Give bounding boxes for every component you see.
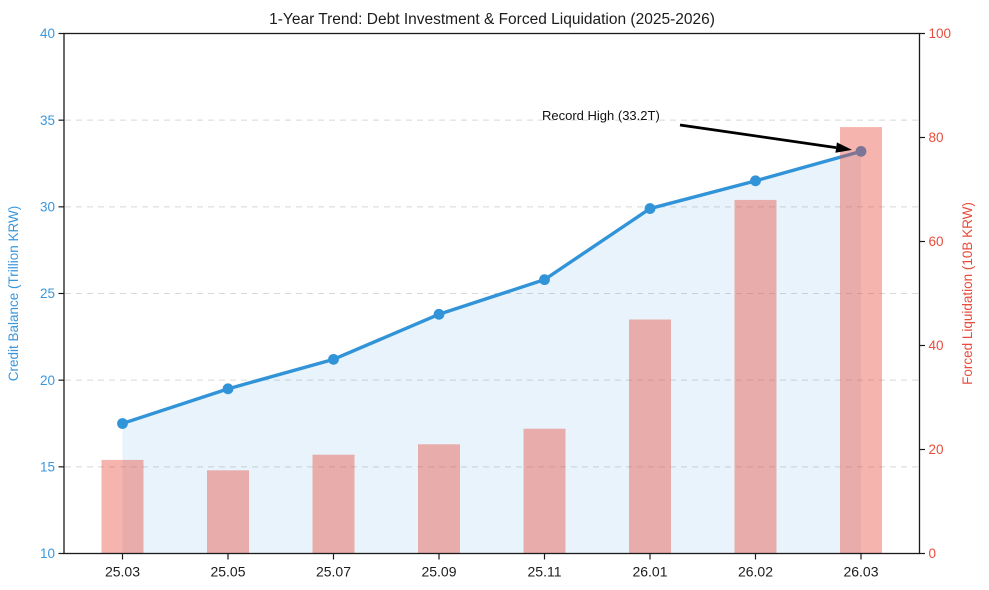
credit-balance-point bbox=[855, 145, 867, 157]
left-tick-label: 10 bbox=[40, 546, 55, 561]
right-tick-label: 0 bbox=[929, 546, 937, 561]
annotation-arrow bbox=[679, 123, 837, 149]
credit-balance-point bbox=[644, 203, 656, 214]
annotation-layer: Record High (33.2T) bbox=[542, 108, 852, 153]
x-tick-label: 25.05 bbox=[210, 564, 245, 580]
right-tick-label: 40 bbox=[929, 338, 944, 353]
credit-balance-point bbox=[433, 308, 445, 320]
right-tick-label: 80 bbox=[929, 130, 944, 145]
forced-liquidation-bar bbox=[840, 127, 882, 554]
annotation-arrowhead-icon bbox=[835, 142, 852, 153]
forced-liquidation-bar bbox=[312, 454, 355, 554]
credit-balance-point bbox=[222, 383, 234, 395]
left-tick-label: 15 bbox=[40, 460, 55, 475]
credit-balance-line bbox=[120, 149, 863, 426]
chart-title: 1-Year Trend: Debt Investment & Forced L… bbox=[269, 11, 715, 28]
credit-balance-area bbox=[122, 151, 861, 554]
forced-liquidation-bar bbox=[734, 199, 777, 554]
left-tick-label: 30 bbox=[40, 200, 55, 215]
credit-balance-point bbox=[750, 175, 761, 187]
x-tick-label: 26.02 bbox=[738, 564, 773, 580]
credit-balance-point bbox=[328, 353, 339, 365]
forced-liquidation-bar bbox=[101, 459, 144, 554]
forced-liquidation-bar bbox=[207, 470, 249, 554]
left-tick-label: 35 bbox=[40, 113, 55, 128]
series-layer bbox=[101, 127, 882, 554]
left-axis-title: Credit Balance (Trillion KRW) bbox=[6, 206, 21, 382]
x-tick-label: 25.03 bbox=[105, 564, 140, 580]
left-tick-label: 20 bbox=[40, 373, 55, 388]
forced-liquidation-bar bbox=[418, 444, 460, 554]
x-tick-label: 26.01 bbox=[632, 564, 667, 580]
forced-liquidation-bar bbox=[629, 319, 671, 554]
annotation-label: Record High (33.2T) bbox=[542, 108, 660, 123]
forced-liquidation-bar bbox=[523, 428, 566, 554]
x-tick-label: 25.07 bbox=[316, 564, 351, 580]
right-axis-title: Forced Liquidation (10B KRW) bbox=[960, 202, 975, 385]
credit-balance-point bbox=[539, 274, 550, 286]
left-tick-label: 40 bbox=[40, 26, 55, 41]
x-tick-label: 25.09 bbox=[421, 564, 456, 580]
right-tick-label: 20 bbox=[929, 442, 944, 457]
credit-balance-point bbox=[117, 418, 128, 429]
right-tick-label: 60 bbox=[929, 234, 944, 249]
right-tick-label: 100 bbox=[929, 26, 952, 41]
left-tick-label: 25 bbox=[40, 286, 55, 301]
x-tick-label: 25.11 bbox=[528, 564, 562, 580]
axes-layer: 10 15 20 25 30 35 40 0 20 40 60 80 100 25.03 25.05 25.0… bbox=[40, 26, 951, 579]
x-tick-label: 26.03 bbox=[843, 564, 878, 580]
